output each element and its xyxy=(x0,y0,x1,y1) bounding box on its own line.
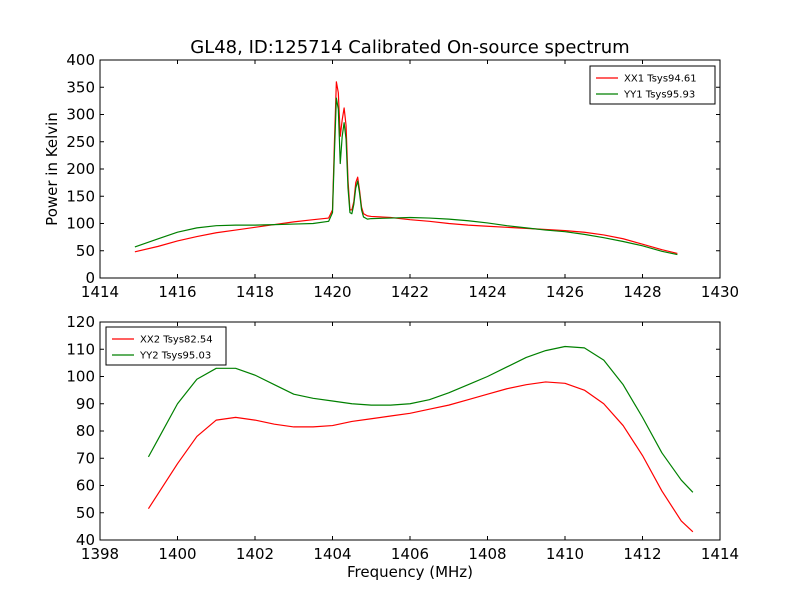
top-ytick-label-6: 300 xyxy=(66,106,95,124)
top-legend-box xyxy=(589,65,716,105)
top-xtick-label-1: 1416 xyxy=(158,283,196,301)
bottom-xtick-label-5: 1408 xyxy=(468,545,506,563)
bottom-x-axis-label: Frequency (MHz) xyxy=(347,563,473,581)
bottom-series-line-1 xyxy=(147,345,694,493)
bottom-ytick-label-5: 90 xyxy=(76,395,95,413)
bottom-xtick-label-2: 1402 xyxy=(236,545,274,563)
bottom-xtick-label-0: 1398 xyxy=(81,545,119,563)
bottom-legend-label-1: YY2 Tsys95.03 xyxy=(139,351,211,362)
top-xtick-label-6: 1426 xyxy=(546,283,584,301)
top-panel: 1414 1416 1418 1420 1422 1424 1426 1428 1430 0 50 1… xyxy=(43,51,739,301)
top-ytick-label-4: 200 xyxy=(66,160,95,178)
figure-title: GL48, ID:125714 Calibrated On-source spe… xyxy=(190,37,629,58)
bottom-xtick-label-8: 1414 xyxy=(701,545,739,563)
bottom-series-line-0 xyxy=(147,381,694,533)
bottom-ytick-label-0: 40 xyxy=(76,531,95,549)
top-ytick-label-7: 350 xyxy=(66,78,95,96)
top-ytick-label-2: 100 xyxy=(66,215,95,233)
bottom-panel: 1398 1400 1402 1404 1406 1408 1410 1412 1414 40 50… xyxy=(66,313,739,581)
bottom-xtick-label-3: 1404 xyxy=(313,545,351,563)
plots-group: 1414 1416 1418 1420 1422 1424 1426 1428 14300501… xyxy=(43,51,739,581)
top-legend: XX1 Tsys94.61 YY1 Tsys95.93 xyxy=(589,65,716,105)
top-ytick-label-3: 150 xyxy=(66,187,95,205)
bottom-legend-label-0: XX2 Tsys82.54 xyxy=(140,335,213,346)
bottom-xtick-label-4: 1406 xyxy=(391,545,429,563)
top-series-line-1 xyxy=(134,97,678,256)
bottom-xtick-label-1: 1400 xyxy=(158,545,196,563)
bottom-legend: XX2 Tsys82.54 YY2 Tsys95.03 xyxy=(105,326,227,366)
top-ytick-label-8: 400 xyxy=(66,51,95,69)
top-xtick-label-4: 1422 xyxy=(391,283,429,301)
bottom-ytick-label-8: 120 xyxy=(66,313,95,331)
bottom-xtick-label-7: 1412 xyxy=(623,545,661,563)
top-ytick-label-1: 50 xyxy=(76,242,95,260)
top-ytick-label-0: 0 xyxy=(85,269,95,287)
bottom-ytick-label-4: 80 xyxy=(76,422,95,440)
top-ytick-label-5: 250 xyxy=(66,133,95,151)
bottom-ytick-label-2: 60 xyxy=(76,477,95,495)
top-y-axis-label: Power in Kelvin xyxy=(43,112,61,226)
top-legend-label-1: YY1 Tsys95.93 xyxy=(623,90,695,101)
bottom-ytick-label-1: 50 xyxy=(76,504,95,522)
bottom-legend-box xyxy=(105,326,227,366)
top-xtick-label-2: 1418 xyxy=(236,283,274,301)
top-xtick-label-0: 1414 xyxy=(81,283,119,301)
top-xtick-label-5: 1424 xyxy=(468,283,506,301)
bottom-ytick-label-3: 70 xyxy=(76,449,95,467)
top-xtick-label-8: 1430 xyxy=(701,283,739,301)
bottom-xtick-label-6: 1410 xyxy=(546,545,584,563)
top-xtick-label-7: 1428 xyxy=(623,283,661,301)
bottom-ytick-label-7: 110 xyxy=(66,340,95,358)
bottom-ytick-label-6: 100 xyxy=(66,368,95,386)
top-legend-label-0: XX1 Tsys94.61 xyxy=(624,74,697,85)
top-xtick-label-3: 1420 xyxy=(313,283,351,301)
